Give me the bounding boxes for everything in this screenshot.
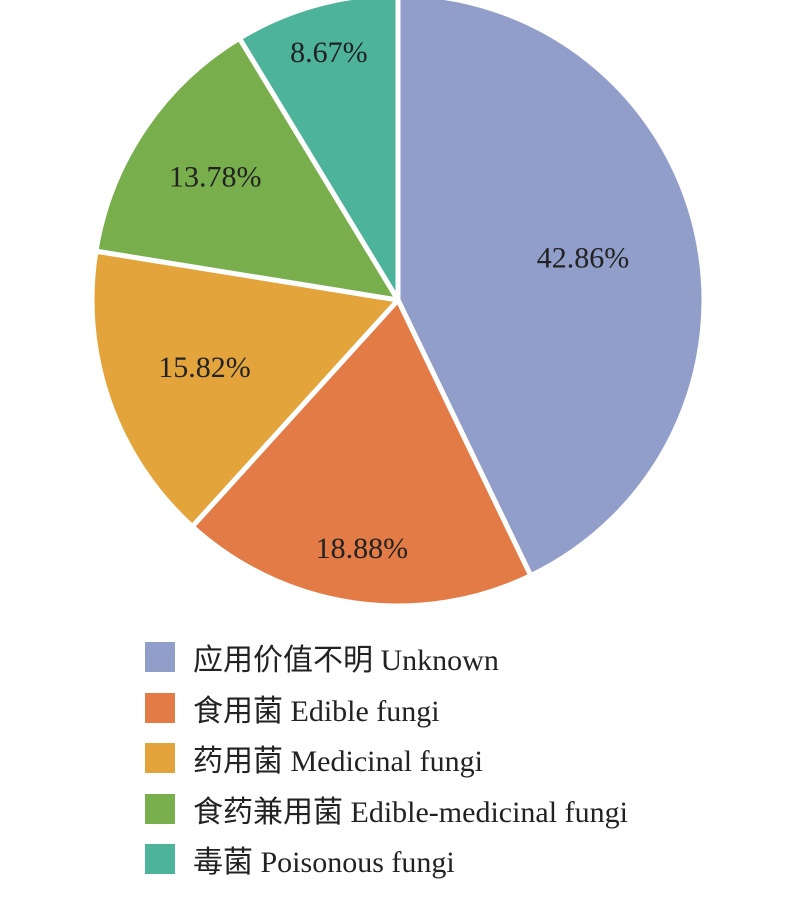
legend-item: 食用菌 Edible fungi xyxy=(145,683,628,734)
legend-swatch xyxy=(145,642,175,673)
pie-slice xyxy=(89,248,401,530)
pie-plot-area: 42.86% 18.88% 15.82% 13.78% 8.67% xyxy=(89,0,707,609)
pie-slice xyxy=(236,0,401,303)
pie-slice-label: 8.67% xyxy=(290,36,368,69)
legend-label: 食药兼用菌 Edible-medicinal fungi xyxy=(193,795,628,829)
legend-label: 食用菌 Edible fungi xyxy=(193,694,440,728)
pie-slice-labels: 42.86% 18.88% 15.82% 13.78% 8.67% xyxy=(158,36,629,565)
legend-swatch xyxy=(145,793,175,824)
legend-swatch xyxy=(145,844,175,875)
legend-item: 药用菌 Medicinal fungi xyxy=(145,733,628,784)
legend-swatch xyxy=(145,743,175,774)
pie-slices xyxy=(89,0,707,609)
pie-slice-label: 15.82% xyxy=(158,351,251,384)
legend-item: 应用价值不明 Unknown xyxy=(145,632,628,683)
pie-slice xyxy=(395,0,707,579)
pie-slice-label: 13.78% xyxy=(169,160,262,193)
legend: 应用价值不明 Unknown 食用菌 Edible fungi 药用菌 Medi… xyxy=(145,632,628,885)
legend-swatch xyxy=(145,692,175,723)
pie-slice-label: 42.86% xyxy=(537,241,630,274)
legend-label: 应用价值不明 Unknown xyxy=(193,644,499,678)
legend-label: 毒菌 Poisonous fungi xyxy=(193,846,455,880)
legend-item: 食药兼用菌 Edible-medicinal fungi xyxy=(145,784,628,835)
pie-slice-label: 18.88% xyxy=(316,532,409,565)
pie-slice xyxy=(189,297,534,609)
pie-slice xyxy=(93,35,401,303)
legend-label: 药用菌 Medicinal fungi xyxy=(193,745,483,779)
legend-item: 毒菌 Poisonous fungi xyxy=(145,834,628,885)
